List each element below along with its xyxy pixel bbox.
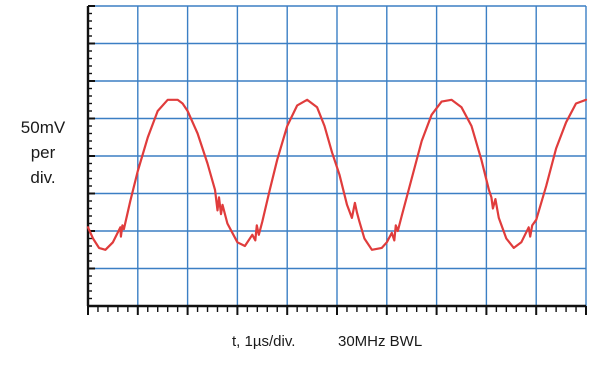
waveform-trace <box>86 98 588 251</box>
bandwidth-limit-annotation: 30MHz BWL <box>338 333 423 350</box>
y-axis-label-line-3: div. <box>30 168 56 187</box>
y-axis-label-line-1: 50mV <box>20 118 66 137</box>
plot-grid <box>86 5 587 308</box>
axis-ticks <box>87 5 587 315</box>
y-axis-label-line-2: per <box>30 143 56 162</box>
x-axis-label: t, 1µs/div. <box>232 333 296 350</box>
